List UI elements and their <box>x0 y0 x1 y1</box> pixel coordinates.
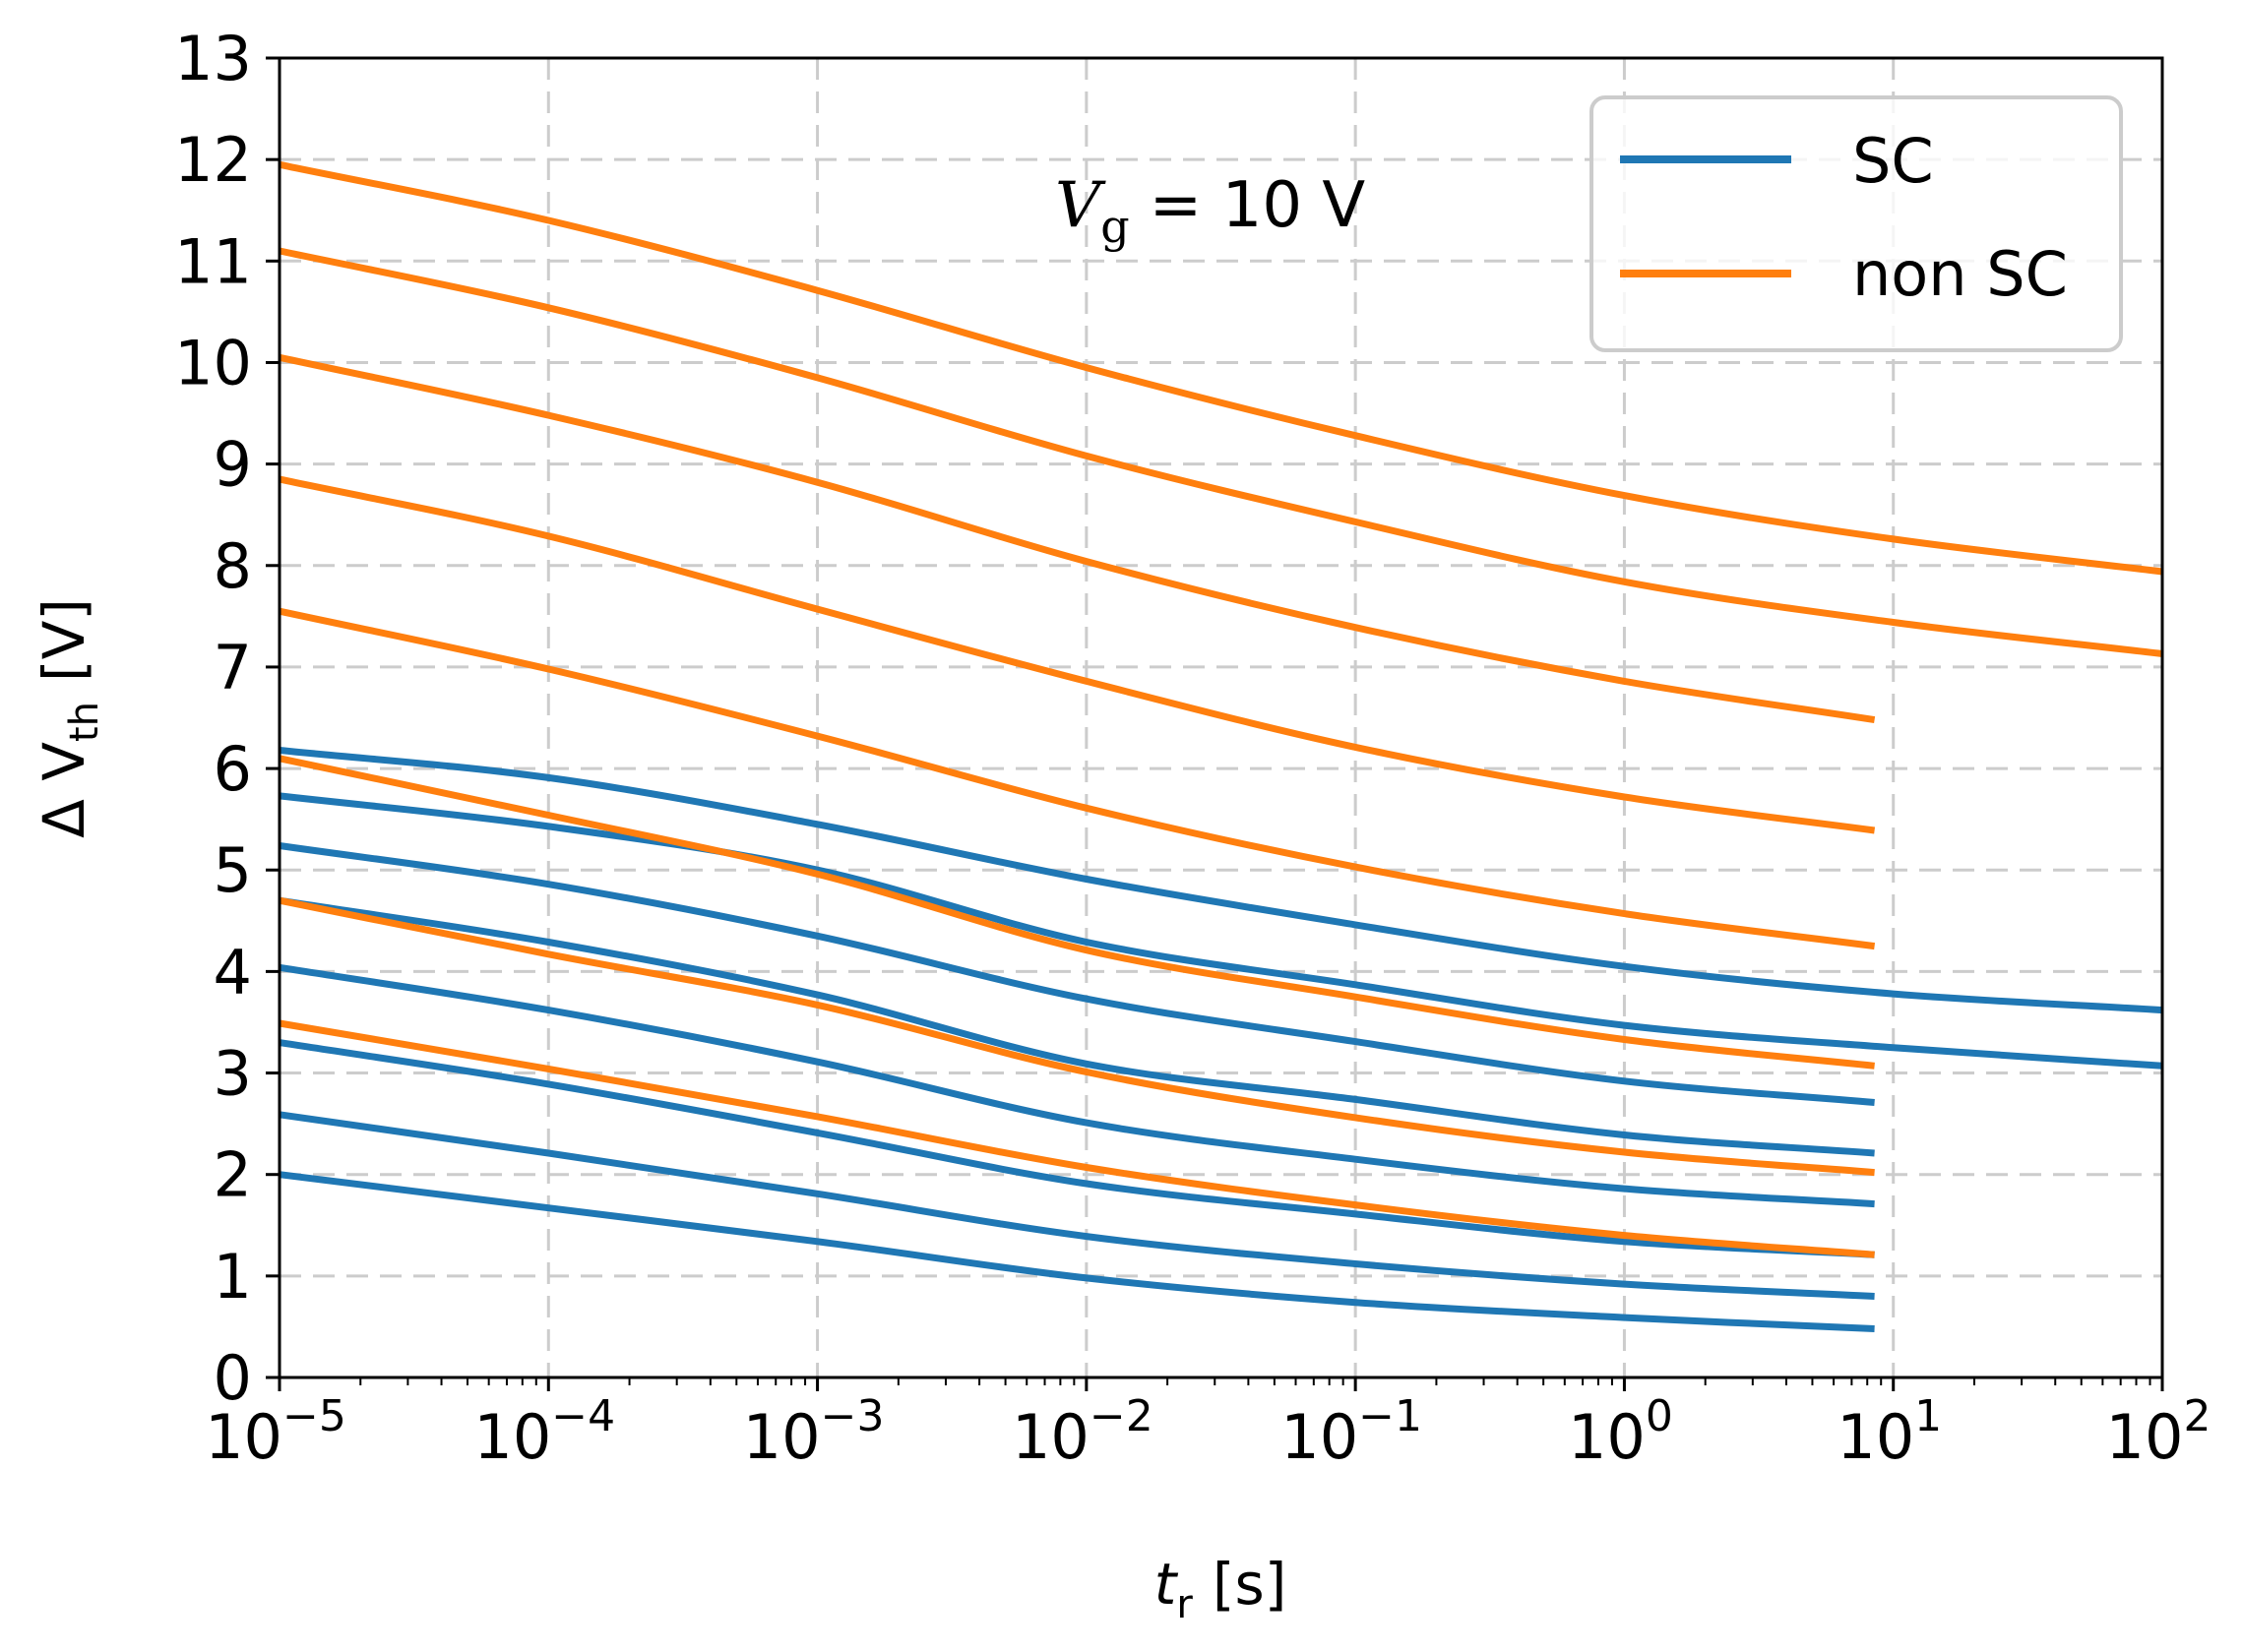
y-tick-label: 9 <box>214 429 252 501</box>
x-tick-label: 10−3 <box>743 1391 885 1473</box>
x-tick-base: 10 <box>1837 1401 1914 1473</box>
x-axis-label-unit: [s] <box>1213 1551 1286 1618</box>
sc-series-line <box>279 792 2163 1070</box>
non-sc-series-line <box>279 755 1875 1070</box>
sc-series-line <box>279 1111 1875 1300</box>
x-tick-exponent: −1 <box>1358 1391 1422 1441</box>
y-axis-label-sub: th <box>62 702 107 742</box>
non-sc-series-line <box>279 353 1876 724</box>
y-tick-label: 3 <box>214 1038 252 1110</box>
x-axis-label: tr [s] <box>1154 1551 1287 1627</box>
x-axis-label-main: t <box>1154 1551 1179 1618</box>
sc-series-line <box>279 1039 1875 1258</box>
x-tick-base: 10 <box>205 1401 282 1473</box>
x-tick-label: 10−4 <box>473 1391 615 1473</box>
x-tick-exponent: −3 <box>821 1391 885 1441</box>
plot-frame <box>278 56 2164 1379</box>
y-tick-label: 0 <box>214 1342 252 1414</box>
y-tick-label: 7 <box>214 632 252 704</box>
y-axis-label: Δ Vth [V] <box>31 598 107 838</box>
y-axis-label-main: Δ V <box>31 742 97 838</box>
x-axis-label-sub: r <box>1176 1582 1193 1627</box>
x-tick-base: 10 <box>1568 1401 1646 1473</box>
x-tick-label: 101 <box>1837 1391 1942 1473</box>
sc-series-line <box>279 963 1875 1208</box>
x-tick-base: 10 <box>1280 1401 1358 1473</box>
legend: SC non SC <box>1589 95 2123 352</box>
non-sc-series-line <box>279 160 2163 576</box>
x-tick-exponent: 2 <box>2183 1391 2211 1441</box>
legend-label-sc: SC <box>1852 125 1934 197</box>
y-tick-label: 5 <box>214 834 252 906</box>
annotation-rest: = 10 V <box>1150 169 1366 242</box>
y-tick-label: 4 <box>214 936 252 1008</box>
y-tick-label: 6 <box>214 733 252 805</box>
grid <box>280 58 2162 1377</box>
annotation: Vg = 10 V <box>1055 169 1365 253</box>
x-tick-label: 10−2 <box>1012 1391 1153 1473</box>
legend-label-non-sc: non SC <box>1852 238 2068 310</box>
x-tick-label: 100 <box>1568 1391 1673 1473</box>
non-sc-series-line <box>279 607 1876 950</box>
non-sc-series-line <box>279 475 1876 834</box>
x-tick-exponent: −4 <box>551 1391 615 1441</box>
x-tick-exponent: 0 <box>1646 1391 1673 1441</box>
x-tick-exponent: 1 <box>1914 1391 1942 1441</box>
x-axis-ticks: 10−5 10−4 10−3 10−2 10−1 100 101 102 <box>205 1377 2211 1473</box>
y-tick-label: 12 <box>174 124 252 196</box>
y-tick-label: 10 <box>174 327 252 398</box>
y-tick-label: 1 <box>214 1241 252 1313</box>
x-tick-base: 10 <box>2106 1401 2184 1473</box>
non-sc-series-line <box>279 1019 1875 1258</box>
x-tick-base: 10 <box>473 1401 551 1473</box>
annotation-sub: g <box>1100 200 1129 253</box>
x-tick-label: 10−1 <box>1280 1391 1422 1473</box>
sc-series-line <box>279 896 1875 1157</box>
x-tick-exponent: −5 <box>282 1391 346 1441</box>
y-tick-label: 8 <box>214 530 252 602</box>
sc-series-line <box>279 842 1875 1106</box>
x-tick-base: 10 <box>743 1401 821 1473</box>
x-tick-exponent: −2 <box>1090 1391 1153 1441</box>
non-sc-series-line <box>279 896 1875 1177</box>
series-group <box>279 160 2163 1332</box>
sc-series-line <box>279 1171 1875 1332</box>
y-tick-label: 11 <box>174 225 252 297</box>
y-tick-label: 2 <box>214 1139 252 1211</box>
y-axis-label-unit: [V] <box>31 598 97 682</box>
x-tick-label: 102 <box>2106 1391 2212 1473</box>
non-sc-series-line <box>279 247 2163 657</box>
x-tick-base: 10 <box>1012 1401 1090 1473</box>
y-tick-label: 13 <box>174 23 252 94</box>
annotation-var: V <box>1055 169 1106 242</box>
sc-series-line <box>279 747 2163 1014</box>
x-tick-label: 10−5 <box>205 1391 346 1473</box>
axes <box>278 56 2164 1379</box>
